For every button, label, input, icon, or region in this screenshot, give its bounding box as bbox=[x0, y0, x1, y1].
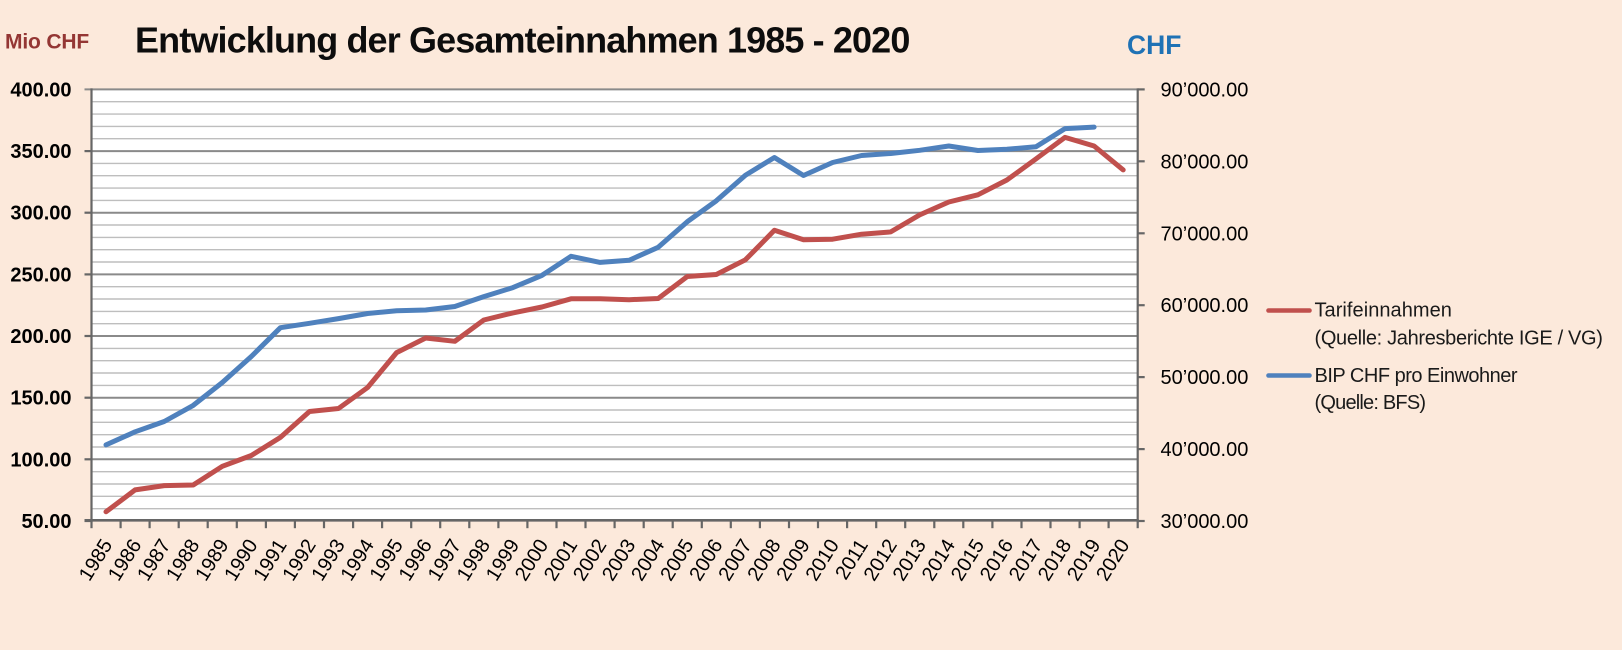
svg-text:40’000.00: 40’000.00 bbox=[1161, 439, 1249, 461]
svg-text:50’000.00: 50’000.00 bbox=[1161, 367, 1249, 389]
svg-text:50.00: 50.00 bbox=[21, 511, 71, 533]
svg-text:(Quelle: BFS): (Quelle: BFS) bbox=[1315, 392, 1426, 414]
svg-text:Mio CHF: Mio CHF bbox=[5, 31, 89, 54]
svg-text:CHF: CHF bbox=[1127, 30, 1181, 60]
svg-text:150.00: 150.00 bbox=[10, 388, 71, 410]
svg-text:300.00: 300.00 bbox=[10, 203, 71, 225]
svg-text:BIP CHF pro Einwohner: BIP CHF pro Einwohner bbox=[1315, 365, 1518, 387]
svg-text:70’000.00: 70’000.00 bbox=[1161, 223, 1249, 245]
svg-text:100.00: 100.00 bbox=[10, 449, 71, 471]
svg-text:350.00: 350.00 bbox=[10, 141, 71, 163]
svg-text:250.00: 250.00 bbox=[10, 264, 71, 286]
svg-text:60’000.00: 60’000.00 bbox=[1161, 295, 1249, 317]
svg-text:Entwicklung der Gesamteinnahme: Entwicklung der Gesamteinnahmen 1985 - 2… bbox=[135, 20, 909, 61]
svg-text:(Quelle: Jahresberichte IGE /: (Quelle: Jahresberichte IGE / VG) bbox=[1315, 328, 1603, 350]
svg-text:30’000.00: 30’000.00 bbox=[1161, 511, 1249, 533]
svg-text:Tarifeinnahmen: Tarifeinnahmen bbox=[1315, 300, 1452, 322]
svg-text:200.00: 200.00 bbox=[10, 326, 71, 348]
svg-text:80’000.00: 80’000.00 bbox=[1161, 151, 1249, 173]
svg-text:400.00: 400.00 bbox=[10, 79, 71, 101]
svg-text:90’000.00: 90’000.00 bbox=[1161, 79, 1249, 101]
